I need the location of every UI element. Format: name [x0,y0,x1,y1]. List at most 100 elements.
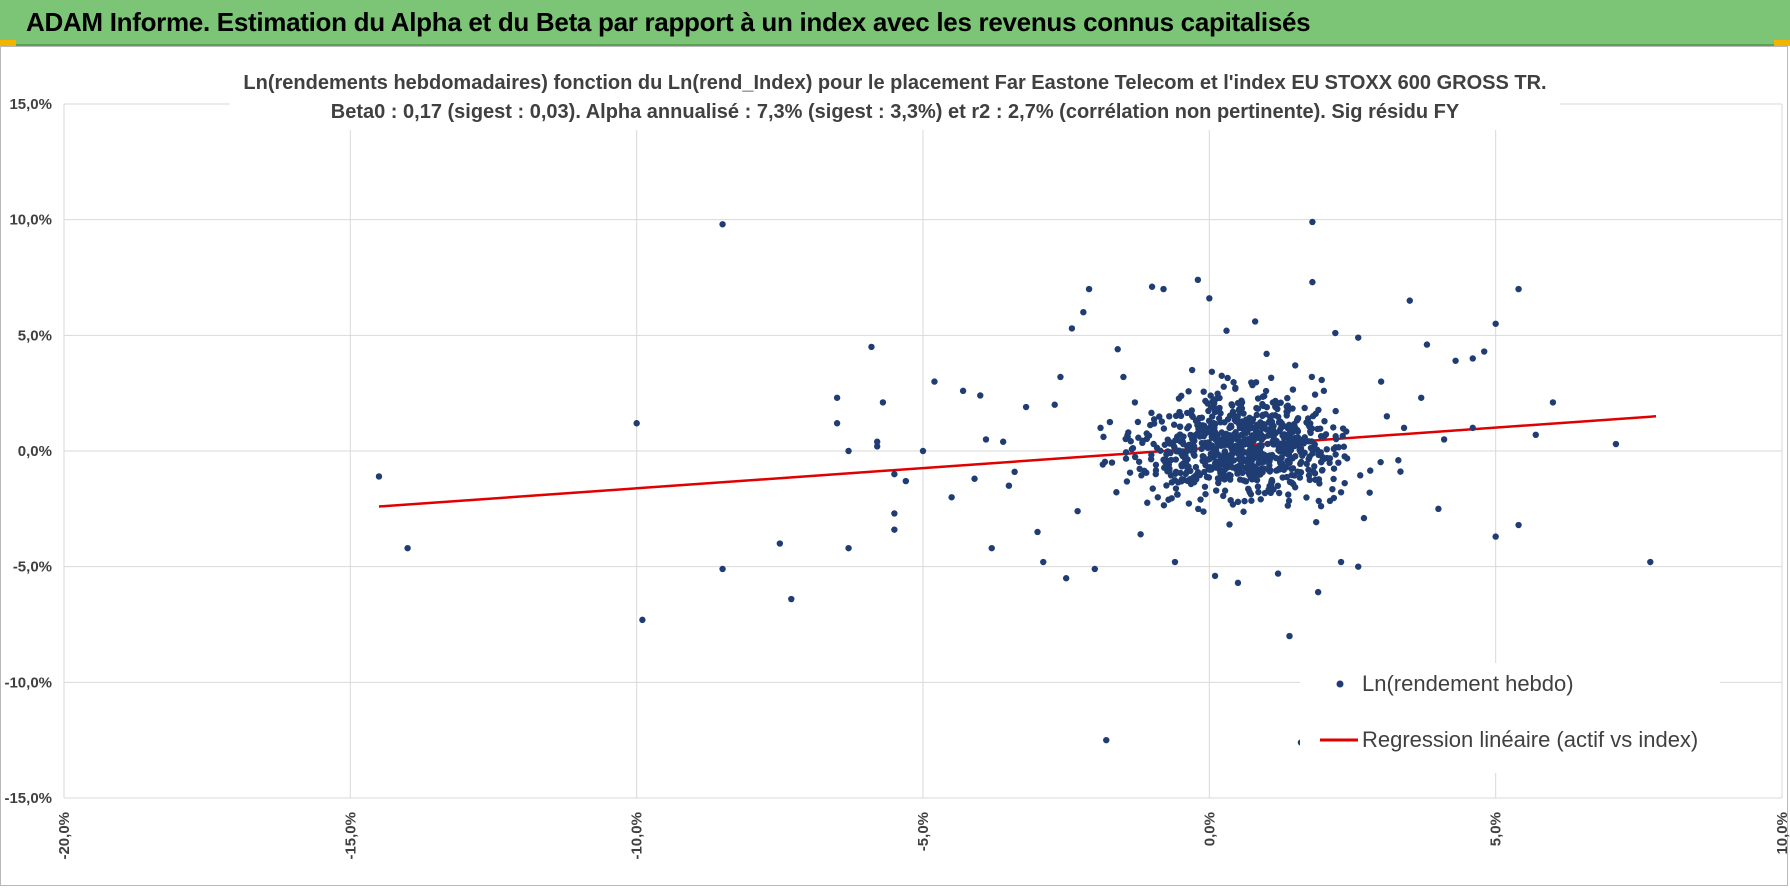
legend: Ln(rendement hebdo) Regression linéaire … [1300,663,1720,773]
data-point [1229,501,1237,508]
corner-mark-left [0,40,16,46]
data-point [1234,498,1242,506]
data-point [1091,565,1099,573]
data-point [1317,449,1324,456]
data-point [833,420,841,427]
legend-background [1300,663,1720,773]
data-point [1144,499,1151,506]
data-point [1143,430,1150,437]
data-point [1201,483,1209,490]
data-point [719,221,726,228]
data-point [1232,384,1239,392]
data-point [1248,457,1256,464]
data-point [1247,425,1254,432]
y-tick-label: -15,0% [4,790,52,807]
data-point [1158,418,1166,425]
data-point [1250,451,1258,458]
data-point [1201,430,1209,438]
data-point [1292,453,1299,460]
data-point [1319,453,1326,461]
data-point [1272,438,1280,445]
data-point [1251,318,1259,325]
data-point [1080,309,1087,316]
data-point [1261,453,1268,460]
data-point [1103,736,1110,744]
x-tick-label: -5,0% [915,812,932,851]
data-point [1343,455,1351,462]
data-point [1253,424,1261,431]
data-point [1285,491,1292,498]
data-point [1120,373,1127,381]
x-tick-label: 5,0% [1488,812,1505,846]
data-point [1330,475,1337,483]
data-point [1286,424,1294,432]
data-point [1194,469,1202,476]
data-point [1135,458,1143,465]
data-point [1156,413,1163,420]
data-point [891,510,898,517]
data-point [845,544,852,552]
data-point [1168,495,1175,502]
data-point [1185,500,1193,507]
regression-line [378,415,1657,508]
data-point [1269,412,1276,419]
data-point [948,494,955,501]
data-point [1226,412,1234,419]
data-point [1286,632,1293,640]
data-point [1128,446,1136,453]
data-point [1267,374,1275,382]
data-point [1171,443,1178,451]
data-point [1175,395,1183,402]
data-point [891,470,898,478]
data-point [1237,457,1245,464]
data-point [1309,278,1316,286]
data-point [1246,489,1253,496]
data-point [1138,472,1145,479]
data-point [1275,419,1283,426]
data-point [868,343,875,351]
data-point [776,540,784,547]
data-point [879,399,887,406]
data-point [1161,441,1168,448]
data-point [1312,476,1319,483]
data-point [1217,419,1224,426]
data-point [1220,492,1227,500]
data-point [1157,447,1164,454]
data-point [1294,415,1301,423]
data-point [1051,401,1058,408]
data-point [1309,218,1316,226]
data-point [1318,376,1325,384]
data-point [1200,388,1207,395]
data-point [1188,412,1196,419]
data-point [1314,588,1322,596]
data-point [1211,572,1219,580]
data-point [1297,469,1304,476]
data-point [1298,458,1305,466]
data-point [1492,533,1499,540]
data-point [1184,464,1192,472]
data-point [1309,467,1317,475]
data-point [1219,470,1227,477]
data-point [1323,446,1330,453]
data-point [1184,447,1191,455]
chart-frame [0,46,1788,886]
data-point [1245,469,1252,476]
data-point [1330,465,1338,472]
data-point [1160,285,1167,293]
data-point [1192,463,1200,471]
data-point [1258,423,1266,430]
data-point [1275,413,1282,421]
data-point [1234,435,1241,442]
data-point [1237,463,1244,470]
data-point [1400,424,1408,432]
data-point [1193,475,1200,483]
data-point [1258,459,1265,466]
data-point [1406,297,1413,304]
data-point [1206,466,1214,473]
data-point [1284,402,1292,409]
data-point [1337,489,1345,496]
data-point [1101,458,1109,466]
data-point [1097,424,1104,432]
data-point [1210,424,1218,431]
data-point [1208,434,1216,441]
